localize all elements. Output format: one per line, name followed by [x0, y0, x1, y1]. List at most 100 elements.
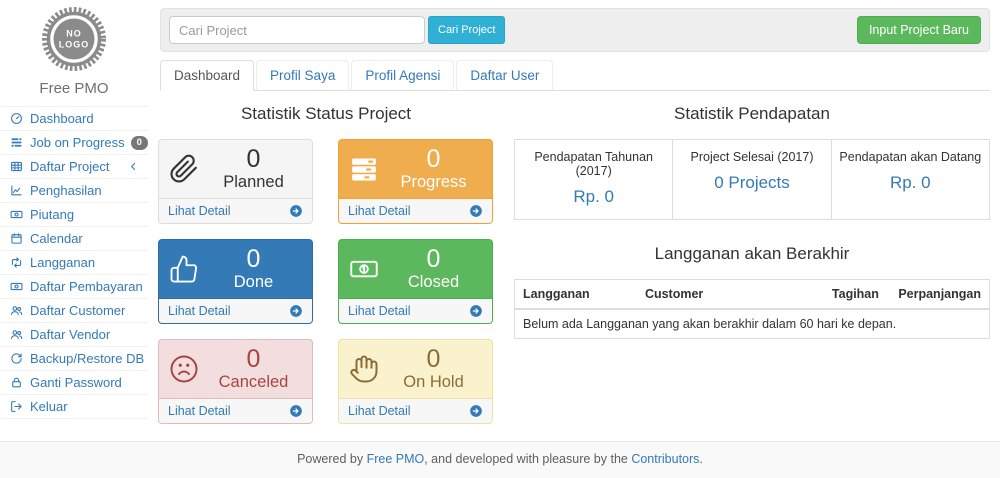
arrow-circle-right-icon[interactable]	[289, 404, 303, 418]
tab-dashboard[interactable]: Dashboard	[160, 60, 255, 91]
input-project-baru-button[interactable]: Input Project Baru	[856, 16, 981, 44]
arrow-circle-right-icon[interactable]	[289, 304, 303, 318]
frown-icon	[169, 354, 205, 384]
chevron-left-icon	[128, 161, 139, 172]
sidebar-item-label: Daftar Vendor	[30, 327, 111, 342]
subscription-header-row: Langganan Customer Tagihan Perpanjangan	[514, 279, 990, 310]
column-header-tagihan: Tagihan	[823, 279, 891, 310]
search-input[interactable]	[169, 16, 425, 44]
sidebar-item-label: Piutang	[30, 207, 75, 222]
tab-bar: Dashboard Profil Saya Profil Agensi Daftar …	[160, 60, 990, 91]
money-icon	[9, 208, 24, 221]
arrow-circle-right-icon[interactable]	[289, 204, 303, 218]
retweet-icon	[9, 256, 24, 269]
status-count: 0	[426, 145, 441, 173]
card-footer: Lihat Detail	[159, 298, 312, 323]
sidebar-item-label: Ganti Password	[30, 375, 122, 390]
card-stats: 0 Closed	[385, 246, 482, 292]
sidebar-item-piutang[interactable]: Piutang	[0, 203, 148, 227]
footer-link-freepmo[interactable]: Free PMO	[366, 452, 425, 466]
users-icon	[9, 304, 24, 317]
footer-text: .	[699, 452, 703, 466]
search-button[interactable]: Cari Project	[428, 16, 506, 44]
column-header-langganan: Langganan	[514, 279, 637, 310]
sidebar-item-backup-restore-db[interactable]: Backup/Restore DB	[0, 347, 148, 371]
card-stats: 0 Canceled	[205, 346, 302, 392]
status-section: Statistik Status Project 0 Planned Lihat D…	[158, 96, 494, 424]
stat-value-link[interactable]: 0 Projects	[714, 173, 790, 192]
chart-line-icon	[9, 184, 24, 197]
table-icon	[9, 160, 24, 173]
status-label: Canceled	[218, 373, 289, 391]
stat-project-selesai-2017: Project Selesai (2017) 0 Projects	[673, 140, 832, 219]
status-label: Planned	[223, 173, 284, 191]
sidebar-item-daftar-project[interactable]: Daftar Project	[0, 155, 148, 179]
logo-text-line1: NO	[66, 29, 82, 39]
arrow-circle-right-icon[interactable]	[469, 404, 483, 418]
card-main: 0 Closed	[339, 240, 492, 298]
logo-wrap: NO LOGO	[0, 0, 148, 76]
logo-text-line2: LOGO	[59, 40, 90, 50]
sidebar-item-label: Daftar Project	[30, 159, 110, 174]
tab-profil-saya[interactable]: Profil Saya	[256, 60, 350, 91]
stat-label: Project Selesai (2017)	[690, 150, 814, 164]
tab-profil-agensi[interactable]: Profil Agensi	[351, 60, 455, 91]
sidebar-item-job-on-progress[interactable]: Job on Progress 0	[0, 131, 148, 155]
status-count: 0	[246, 245, 261, 273]
arrow-circle-right-icon[interactable]	[469, 204, 483, 218]
lihat-detail-link[interactable]: Lihat Detail	[168, 304, 231, 318]
card-main: 0 Planned	[159, 140, 312, 198]
stat-value-link[interactable]: Rp. 0	[573, 187, 614, 206]
status-card-on-hold: 0 On Hold Lihat Detail	[338, 339, 493, 424]
sidebar-item-daftar-vendor[interactable]: Daftar Vendor	[0, 323, 148, 347]
card-footer: Lihat Detail	[339, 298, 492, 323]
sidebar-item-keluar[interactable]: Keluar	[0, 395, 148, 419]
sidebar-item-dashboard[interactable]: Dashboard	[0, 107, 148, 131]
sidebar-item-label: Job on Progress	[30, 135, 125, 150]
status-card-closed: 0 Closed Lihat Detail	[338, 239, 493, 324]
stat-value-link[interactable]: Rp. 0	[890, 173, 931, 192]
sidebar-item-daftar-pembayaran[interactable]: Daftar Pembayaran	[0, 275, 148, 299]
status-label: Closed	[407, 273, 460, 291]
sidebar-item-daftar-customer[interactable]: Daftar Customer	[0, 299, 148, 323]
subscription-empty-row: Belum ada Langganan yang akan berakhir d…	[515, 309, 990, 339]
status-card-done: 0 Done Lihat Detail	[158, 239, 313, 324]
sidebar-item-label: Keluar	[30, 399, 68, 414]
status-count: 0	[246, 345, 261, 373]
lihat-detail-link[interactable]: Lihat Detail	[348, 404, 411, 418]
lock-icon	[9, 376, 24, 389]
sidebar: NO LOGO Free PMO Dashboard Job on Progres…	[0, 0, 148, 441]
search-panel: Cari Project Input Project Baru	[160, 8, 990, 52]
income-stats-table: Pendapatan Tahunan (2017) Rp. 0 Project Se…	[514, 139, 990, 220]
card-main: 0 Progress	[339, 140, 492, 198]
status-count: 0	[246, 145, 261, 173]
card-stats: 0 On Hold	[385, 346, 482, 392]
sidebar-item-calendar[interactable]: Calendar	[0, 227, 148, 251]
money-icon	[349, 254, 385, 284]
subscription-section-title: Langganan akan Berakhir	[654, 244, 850, 263]
card-main: 0 Done	[159, 240, 312, 298]
status-card-planned: 0 Planned Lihat Detail	[158, 139, 313, 224]
thumbs-up-icon	[169, 254, 205, 284]
status-card-progress: 0 Progress Lihat Detail	[338, 139, 493, 224]
sidebar-item-penghasilan[interactable]: Penghasilan	[0, 179, 148, 203]
card-footer: Lihat Detail	[339, 398, 492, 423]
lihat-detail-link[interactable]: Lihat Detail	[348, 204, 411, 218]
tab-daftar-user[interactable]: Daftar User	[456, 60, 554, 91]
sidebar-menu: Dashboard Job on Progress 0 Daftar Project P…	[0, 106, 148, 419]
lihat-detail-link[interactable]: Lihat Detail	[168, 404, 231, 418]
sidebar-item-langganan[interactable]: Langganan	[0, 251, 148, 275]
sidebar-item-ganti-password[interactable]: Ganti Password	[0, 371, 148, 395]
status-section-title: Statistik Status Project	[240, 104, 412, 123]
arrow-circle-right-icon[interactable]	[469, 304, 483, 318]
refresh-icon	[9, 352, 24, 365]
status-label: On Hold	[403, 373, 464, 391]
status-count: 0	[426, 245, 441, 273]
lihat-detail-link[interactable]: Lihat Detail	[168, 204, 231, 218]
lihat-detail-link[interactable]: Lihat Detail	[348, 304, 411, 318]
money-icon	[9, 280, 24, 293]
column-header-perpanjangan: Perpanjangan	[890, 279, 990, 310]
stat-pendapatan-tahunan-2017: Pendapatan Tahunan (2017) Rp. 0	[515, 140, 674, 219]
footer-link-contributors[interactable]: Contributors	[631, 452, 700, 466]
